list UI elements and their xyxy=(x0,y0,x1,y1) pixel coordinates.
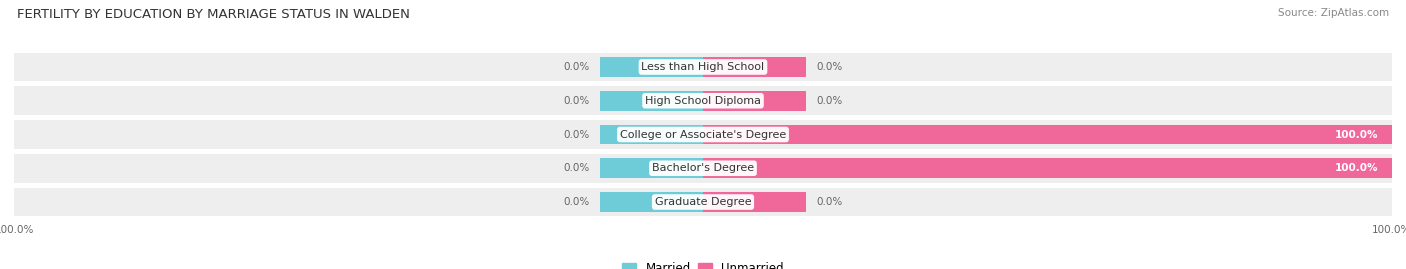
Bar xyxy=(703,57,807,77)
Bar xyxy=(14,154,1392,183)
Bar xyxy=(599,125,703,144)
Text: 0.0%: 0.0% xyxy=(817,62,844,72)
Bar xyxy=(599,91,703,111)
Text: Graduate Degree: Graduate Degree xyxy=(655,197,751,207)
Text: 100.0%: 100.0% xyxy=(1334,129,1378,140)
Text: 0.0%: 0.0% xyxy=(562,197,589,207)
Bar xyxy=(703,158,1392,178)
Text: 0.0%: 0.0% xyxy=(817,197,844,207)
Text: High School Diploma: High School Diploma xyxy=(645,96,761,106)
Legend: Married, Unmarried: Married, Unmarried xyxy=(617,258,789,269)
Bar xyxy=(703,91,807,111)
Text: 0.0%: 0.0% xyxy=(562,62,589,72)
Bar xyxy=(599,192,703,212)
Bar xyxy=(14,86,1392,115)
Text: 0.0%: 0.0% xyxy=(562,163,589,173)
Bar xyxy=(14,188,1392,216)
Text: 100.0%: 100.0% xyxy=(1334,163,1378,173)
Bar xyxy=(599,158,703,178)
Text: Less than High School: Less than High School xyxy=(641,62,765,72)
Text: Bachelor's Degree: Bachelor's Degree xyxy=(652,163,754,173)
Bar xyxy=(703,192,807,212)
Text: 0.0%: 0.0% xyxy=(562,96,589,106)
Text: 0.0%: 0.0% xyxy=(817,96,844,106)
Bar xyxy=(14,53,1392,81)
Text: 0.0%: 0.0% xyxy=(562,129,589,140)
Text: College or Associate's Degree: College or Associate's Degree xyxy=(620,129,786,140)
Bar xyxy=(599,57,703,77)
Text: Source: ZipAtlas.com: Source: ZipAtlas.com xyxy=(1278,8,1389,18)
Bar xyxy=(14,120,1392,149)
Text: FERTILITY BY EDUCATION BY MARRIAGE STATUS IN WALDEN: FERTILITY BY EDUCATION BY MARRIAGE STATU… xyxy=(17,8,409,21)
Bar xyxy=(703,125,1392,144)
